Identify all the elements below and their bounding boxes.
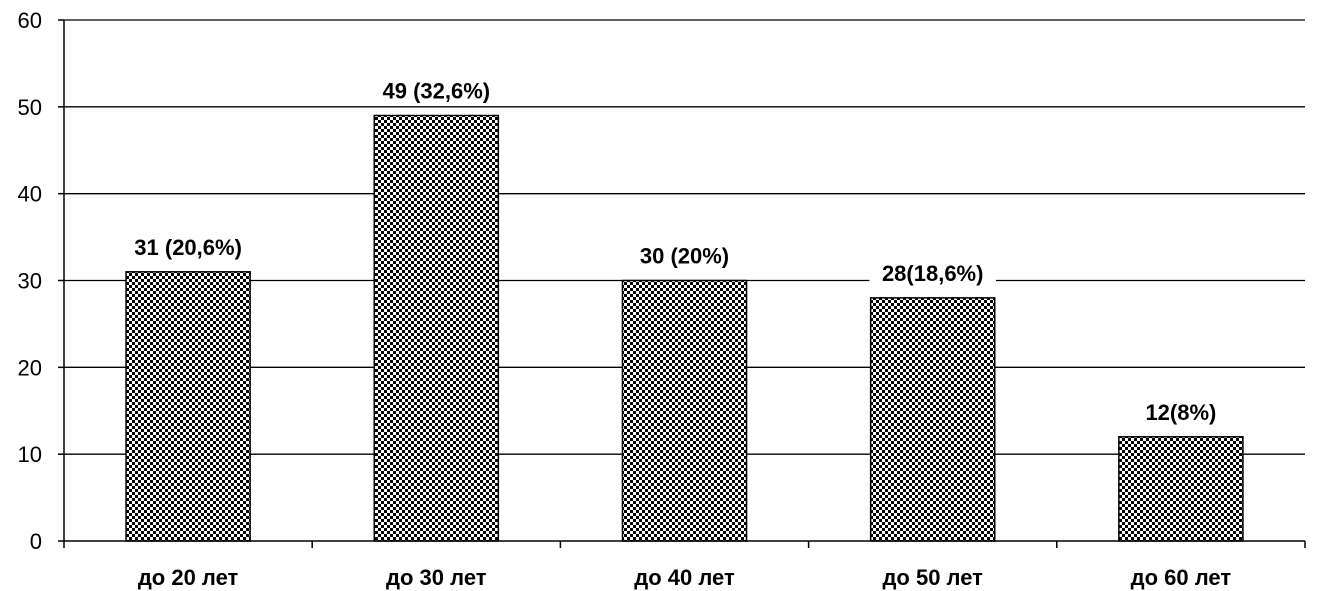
x-category-label: до 40 лет <box>634 565 735 590</box>
bar <box>125 271 251 542</box>
data-label: 12(8%) <box>1145 400 1216 425</box>
data-label: 28(18,6%) <box>882 261 984 286</box>
y-tick-label: 10 <box>18 442 42 467</box>
y-tick-label: 40 <box>18 182 42 207</box>
data-label-background <box>366 75 506 106</box>
x-category-label: до 60 лет <box>1131 565 1232 590</box>
x-category-label: до 30 лет <box>386 565 487 590</box>
bars <box>125 114 1244 542</box>
y-tick-labels: 0 10 20 30 40 50 60 <box>18 8 64 554</box>
x-tick-labels: до 20 лет до 30 лет до 40 лет до 50 лет до 6… <box>63 541 1306 590</box>
bar <box>621 279 748 542</box>
data-label-background <box>627 240 742 271</box>
y-tick-label: 20 <box>18 355 42 380</box>
y-tick-label: 0 <box>30 529 42 554</box>
x-category-label: до 50 лет <box>882 565 983 590</box>
data-label: 31 (20,6%) <box>134 235 242 260</box>
y-tick-label: 60 <box>18 8 42 33</box>
data-label: 30 (20%) <box>640 244 729 269</box>
data-label-background <box>869 257 996 288</box>
data-label: 49 (32,6%) <box>382 79 490 104</box>
bar <box>373 114 500 542</box>
y-tick-label: 30 <box>18 269 42 294</box>
data-label-background <box>1136 396 1226 427</box>
data-labels: 31 (20,6%) 49 (32,6%) 30 (20%) 28(18,6%) 12(… <box>118 75 1226 427</box>
x-category-label: до 20 лет <box>138 565 239 590</box>
bar <box>1118 436 1244 542</box>
bar <box>869 297 996 542</box>
y-tick-label: 50 <box>18 95 42 120</box>
data-label-background <box>118 231 258 262</box>
